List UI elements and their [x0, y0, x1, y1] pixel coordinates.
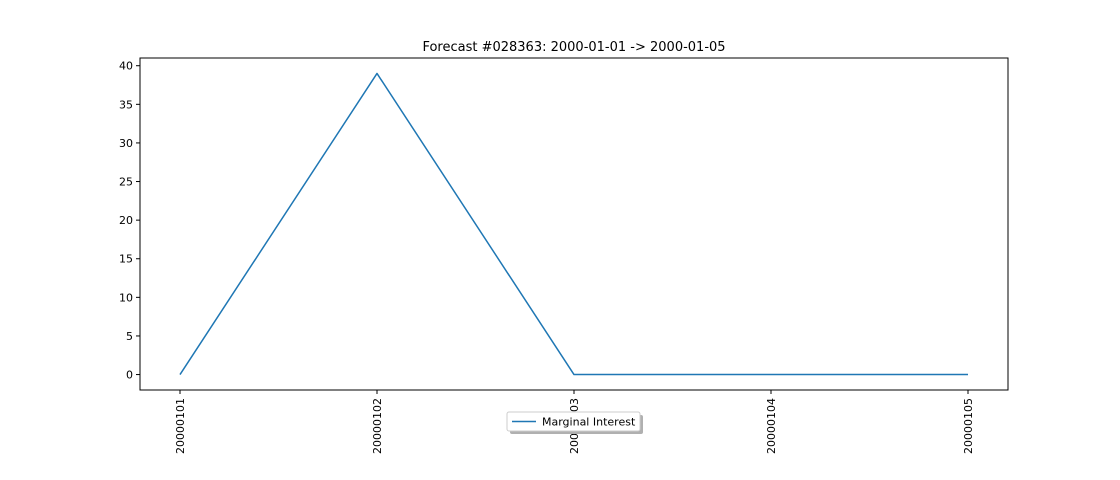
x-tick-label: 20000104: [765, 398, 778, 454]
y-axis: 0 5 10 15 20 25 30 35 40: [119, 60, 140, 382]
y-tick-label: 30: [119, 137, 133, 150]
y-tick-label: 35: [119, 98, 133, 111]
x-tick-label: 20000101: [174, 398, 187, 454]
series-line-0: [179, 72, 968, 376]
legend-entry-label: Marginal Interest: [542, 416, 636, 429]
series-lines: [179, 72, 969, 376]
y-tick-label: 25: [119, 176, 133, 189]
plot-area: [139, 57, 1009, 391]
legend-box: [506, 411, 641, 432]
x-axis: 2000010120000102200001032000010420000105: [174, 390, 975, 454]
y-tick-label: 20: [119, 214, 133, 227]
y-tick-label: 40: [119, 60, 133, 73]
y-tick-label: 10: [119, 291, 133, 304]
y-tick-label: 0: [126, 369, 133, 382]
chart-title: Forecast #028363: 2000-01-01 -> 2000-01-…: [422, 40, 725, 55]
x-tick-label: 20000102: [371, 398, 384, 454]
y-tick-label: 5: [126, 330, 133, 343]
x-tick-label: 20000105: [962, 398, 975, 454]
y-tick-label: 15: [119, 253, 133, 266]
legend: Marginal Interest: [506, 411, 643, 434]
